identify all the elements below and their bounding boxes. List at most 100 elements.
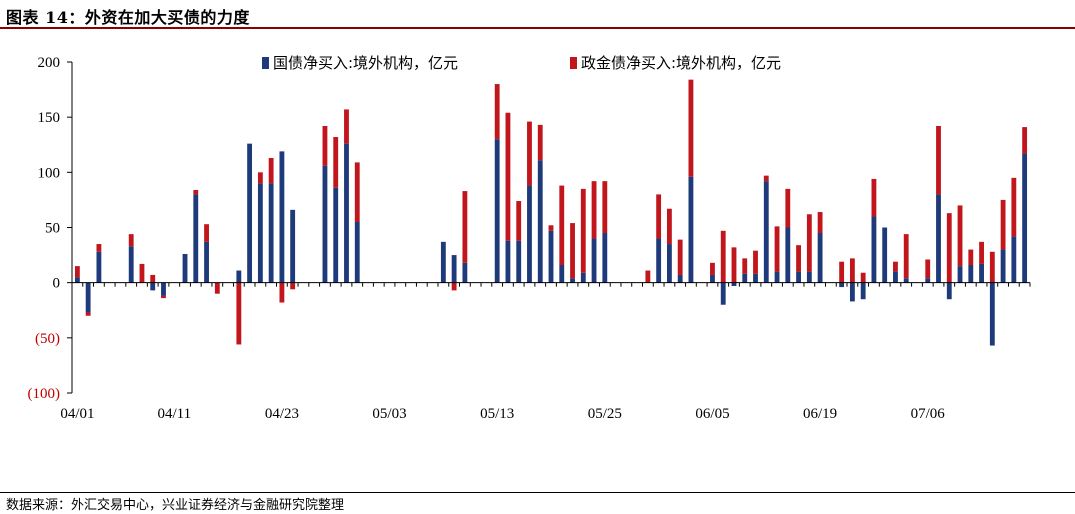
bar-policy [742,258,748,274]
bar-policy [236,282,242,345]
bar-policy [354,162,360,222]
bar-policy [505,112,511,241]
x-tick-label: 04/11 [157,406,191,422]
bar-govt [96,251,102,283]
bar-policy [753,250,758,274]
x-tick-label: 04/01 [60,406,94,422]
bar-policy [214,282,220,294]
bar-policy [527,121,532,186]
x-tick-label: 07/06 [911,406,946,422]
bar-govt [268,183,274,283]
bar-govt [882,227,888,283]
bar-govt [236,270,242,283]
bar-policy [537,124,543,161]
bar-govt [774,271,780,283]
bar-policy [344,109,349,144]
bar-policy [666,208,672,245]
bar-govt [957,266,963,283]
bar-govt [903,278,909,283]
bar-policy [1022,127,1028,154]
bar-govt [839,282,845,288]
bar-govt [451,255,457,283]
bar-govt [161,282,166,296]
bar-policy [139,263,145,283]
bar-policy [979,241,984,264]
bar-govt [591,238,597,283]
bar-policy [936,125,941,195]
bar-govt [763,181,769,283]
title-rule [0,27,1075,29]
chart-title: 图表 14：外资在加大买债的力度 [6,8,250,27]
footer-rule [0,492,1075,493]
bar-policy [559,185,565,266]
y-tick-label: 200 [38,55,61,71]
y-tick-label: (100) [28,386,61,402]
bar-govt [1000,249,1006,283]
bar-policy [494,84,500,140]
bar-govt [354,221,360,283]
y-tick-label: 100 [38,165,61,181]
bar-govt [677,274,683,283]
bar-policy [150,274,156,283]
bar-policy [548,225,554,231]
bar-policy [85,312,91,316]
bar-govt [796,271,801,283]
bar-policy [957,205,963,267]
bar-policy [279,282,285,303]
bar-govt [74,277,80,283]
bar-govt [742,273,748,283]
bar-govt [860,282,866,300]
bar-govt [936,194,941,283]
bar-govt [516,240,522,283]
bar-policy [860,272,866,283]
bar-policy [128,234,134,247]
bar-govt [322,165,328,283]
y-tick-label: (50) [35,331,60,347]
bar-govt [128,246,134,283]
bar-govt [753,273,758,283]
bar-policy [849,258,855,283]
bar-policy [580,188,586,273]
bar-policy [645,270,651,283]
bar-policy [1011,177,1017,237]
x-tick-label: 05/03 [372,406,406,422]
bar-policy [204,224,209,242]
bar-policy [333,137,339,188]
bar-govt [785,227,791,283]
bar-policy [774,226,780,272]
bar-policy [677,239,683,275]
x-tick-label: 06/19 [803,406,837,422]
bar-govt [257,183,263,283]
bar-policy [322,125,328,166]
bar-govt [656,238,662,283]
bar-govt [559,265,565,283]
bar-govt [333,187,339,283]
bar-govt [182,253,188,283]
x-tick-label: 05/13 [480,406,514,422]
bar-policy [903,234,909,279]
bar-govt [279,151,285,283]
bar-govt [193,194,199,283]
bar-govt [602,233,608,283]
bar-policy [817,212,823,234]
bar-policy [968,249,974,266]
bar-govt [494,139,500,283]
bar-govt [806,271,812,283]
chart: 200 150 100 50 0 (50) (100) 04/01 04/11 04/23 05/0… [28,54,1031,422]
bar-govt [247,143,253,283]
x-tick-label: 05/25 [588,406,622,422]
bar-policy [785,188,791,228]
legend-label: 国债净买入:境外机构，亿元 [273,54,458,72]
bar-govt [720,282,726,305]
bar-policy [591,181,597,239]
bar-govt [505,240,511,283]
bar-policy [763,175,769,182]
bar-govt [85,282,91,313]
bar-govt [570,278,575,283]
bar-policy [74,266,80,278]
source-note: 数据来源：外汇交易中心，兴业证券经济与金融研究院整理 [6,498,345,513]
x-tick-label: 04/23 [265,406,299,422]
bar-policy [989,251,995,283]
bar-policy [290,282,296,290]
bar-govt [946,282,952,300]
